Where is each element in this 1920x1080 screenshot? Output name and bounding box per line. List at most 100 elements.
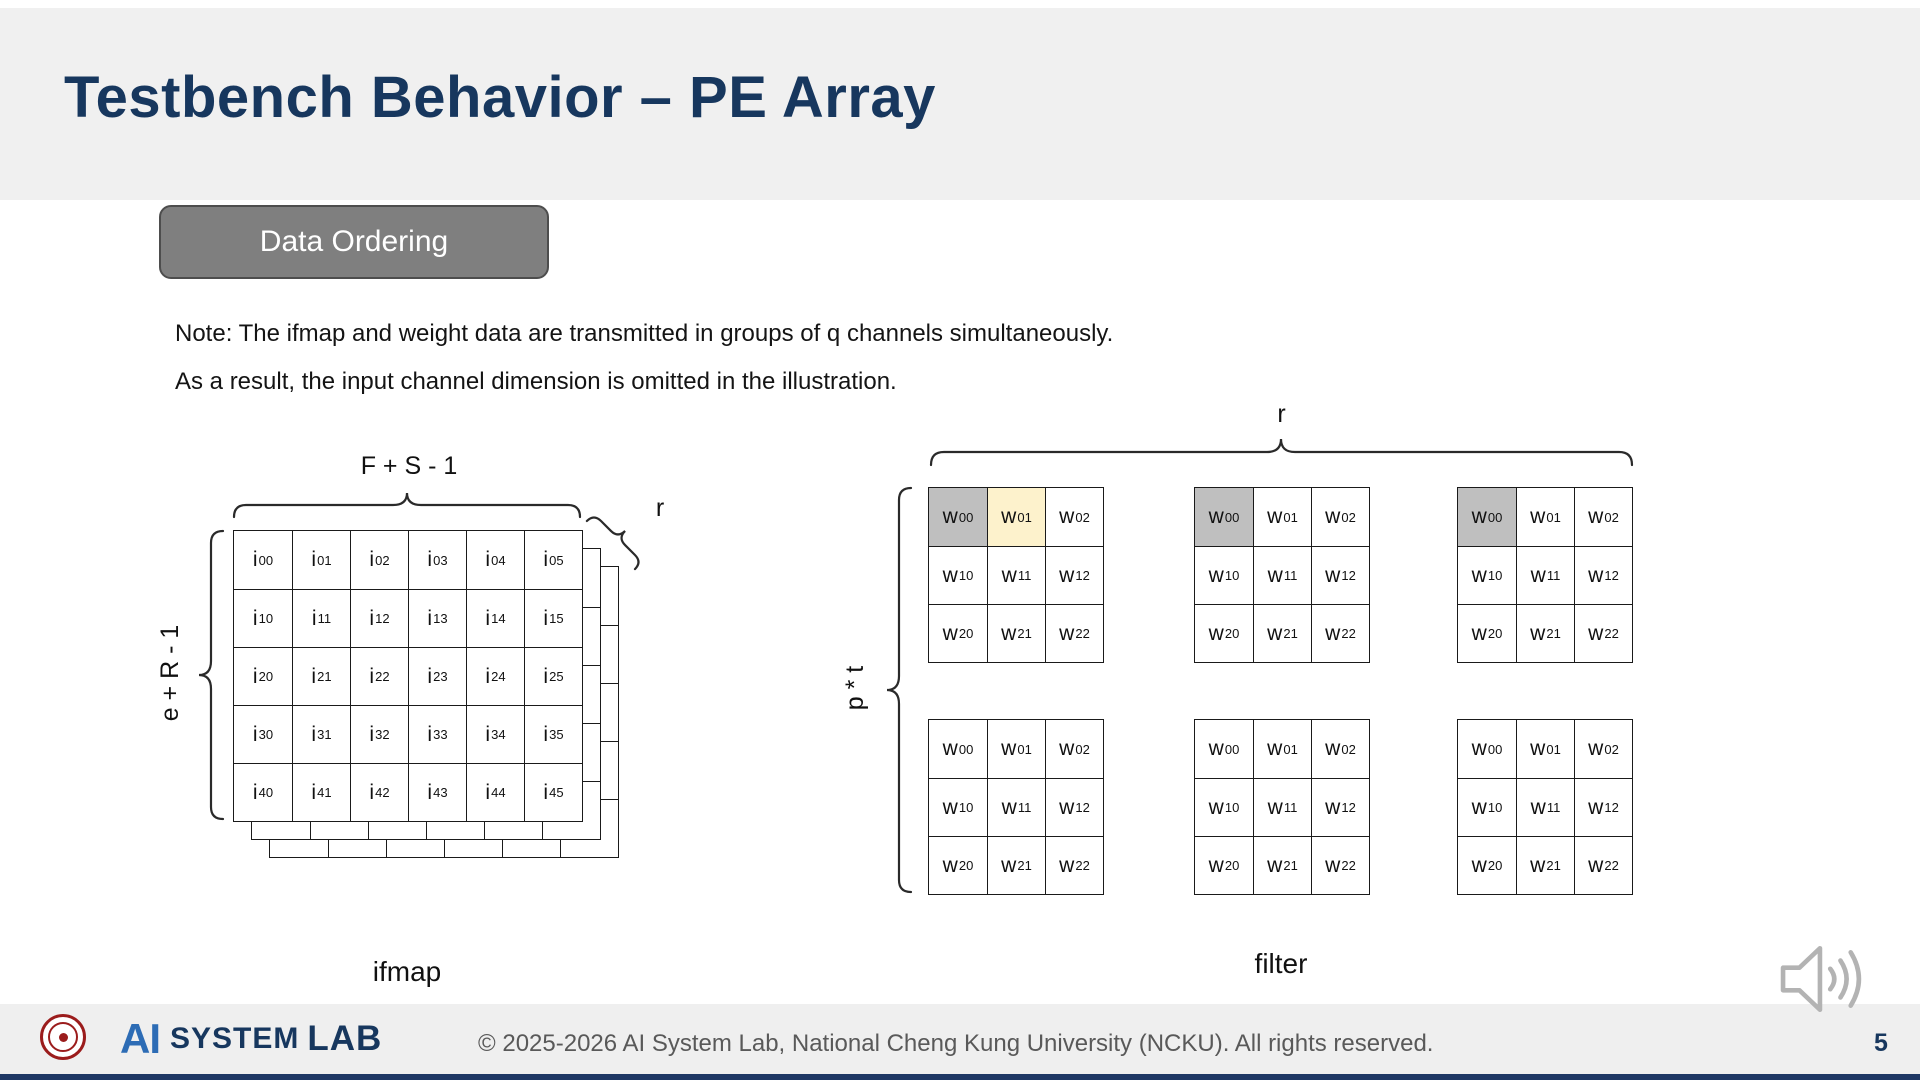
filter-cell: w 21 <box>1516 604 1574 662</box>
ncku-seal-logo <box>40 1014 86 1060</box>
filter-cell: w 02 <box>1045 720 1103 778</box>
ifmap-cell: i 44 <box>466 763 524 821</box>
filter-left-brace-label: p * t <box>841 665 869 711</box>
ifmap-cell: i 11 <box>292 589 350 647</box>
ai-system-lab-logo: AI SYSTEM LAB <box>120 1016 382 1062</box>
filter-cell: w 10 <box>1195 546 1253 604</box>
filter-matrix-4: w 00 w 01 w 02 w 10 w 11 w 12 w 20 w 21 w 22 <box>928 719 1104 895</box>
filter-cell: w 21 <box>1253 604 1311 662</box>
filter-cell: w 01 <box>1516 488 1574 546</box>
filter-cell: w 20 <box>1458 604 1516 662</box>
filter-cell: w 22 <box>1045 604 1103 662</box>
filter-top-brace-label: r <box>1277 400 1286 428</box>
ifmap-cell: i 12 <box>350 589 408 647</box>
filter-cell: w 02 <box>1574 720 1632 778</box>
ifmap-cell: i 41 <box>292 763 350 821</box>
footer-band <box>0 1004 1920 1074</box>
filter-cell: w 20 <box>1458 836 1516 894</box>
filter-cell: w 20 <box>929 604 987 662</box>
filter-cell: w 12 <box>1574 546 1632 604</box>
note-line-1: Note: The ifmap and weight data are tran… <box>175 320 1114 347</box>
data-ordering-badge: Data Ordering <box>159 205 549 279</box>
filter-cell: w 21 <box>1253 836 1311 894</box>
ifmap-cell: i 35 <box>524 705 582 763</box>
ifmap-cell: i 30 <box>234 705 292 763</box>
filter-cell: w 00 <box>1208 737 1240 760</box>
filter-cell: w 00 <box>929 488 987 546</box>
filter-cell: w 00 <box>942 737 974 760</box>
filter-cell: w 12 <box>1045 778 1103 836</box>
filter-matrix-6: w 00 w 01 w 02 w 10 w 11 w 12 w 20 w 21 w 22 <box>1457 719 1633 895</box>
ifmap-cell: i 20 <box>234 647 292 705</box>
filter-cell: w 01 <box>1516 720 1574 778</box>
filter-matrix-2: w 00 w 01 w 02 w 10 w 11 w 12 w 20 w 21 w 22 <box>1194 487 1370 663</box>
ifmap-cell: i 42 <box>350 763 408 821</box>
ifmap-cell: i 04 <box>466 531 524 589</box>
logo-text-lab: LAB <box>307 1019 383 1058</box>
filter-cell: w 10 <box>1195 778 1253 836</box>
filter-cell: w 12 <box>1311 546 1369 604</box>
filter-cell: w 02 <box>1574 488 1632 546</box>
ifmap-top-brace-label: F + S - 1 <box>360 452 458 480</box>
ifmap-caption: ifmap <box>372 956 442 987</box>
filter-matrix-3: w 00 w 01 w 02 w 10 w 11 w 12 w 20 w 21 w 22 <box>1457 487 1633 663</box>
ifmap-cell: i 43 <box>408 763 466 821</box>
ifmap-cell: i 25 <box>524 647 582 705</box>
filter-cell: w 10 <box>1458 546 1516 604</box>
filter-cell: w 00 <box>1195 488 1253 546</box>
ifmap-cell: i 03 <box>408 531 466 589</box>
filter-cell: w 22 <box>1311 604 1369 662</box>
ifmap-cell: i 45 <box>524 763 582 821</box>
ifmap-cell: i 13 <box>408 589 466 647</box>
ifmap-cell: i 23 <box>408 647 466 705</box>
filter-cell: w 01 <box>987 488 1045 546</box>
filter-cell: w 01 <box>1253 720 1311 778</box>
filter-cell: w 21 <box>987 604 1045 662</box>
filter-cell: w 20 <box>929 836 987 894</box>
filter-cell: w 02 <box>1311 720 1369 778</box>
filter-cell: w 21 <box>1516 836 1574 894</box>
ifmap-cell: i 01 <box>292 531 350 589</box>
filter-caption: filter <box>1254 948 1308 979</box>
speaker-icon[interactable] <box>1770 938 1874 1020</box>
ifmap-cell: i 10 <box>234 589 292 647</box>
ifmap-depth-label: r <box>655 494 665 522</box>
page-number: 5 <box>1874 1029 1888 1057</box>
filter-cell: w 20 <box>1195 836 1253 894</box>
copyright-text: © 2025-2026 AI System Lab, National Chen… <box>478 1030 1434 1057</box>
ifmap-cell: i 24 <box>466 647 524 705</box>
ifmap-cell: i 00 <box>252 548 274 571</box>
filter-cell: w 12 <box>1311 778 1369 836</box>
header-band <box>0 8 1920 200</box>
filter-cell: w 21 <box>987 836 1045 894</box>
filter-cell: w 00 <box>1471 737 1503 760</box>
ifmap-cell: i 15 <box>524 589 582 647</box>
ifmap-depth-brace <box>585 516 640 571</box>
filter-cell: w 10 <box>929 778 987 836</box>
filter-matrix-5: w 00 w 01 w 02 w 10 w 11 w 12 w 20 w 21 w 22 <box>1194 719 1370 895</box>
ifmap-cell: i 40 <box>234 763 292 821</box>
ifmap-left-brace <box>198 529 225 821</box>
ifmap-cell: i 33 <box>408 705 466 763</box>
ifmap-cell: i 34 <box>466 705 524 763</box>
filter-cell: w 00 <box>1458 488 1516 546</box>
badge-label: Data Ordering <box>259 225 449 258</box>
filter-cell: w 11 <box>1253 778 1311 836</box>
ifmap-cell: i 02 <box>350 531 408 589</box>
filter-cell: w 10 <box>929 546 987 604</box>
filter-cell: w 11 <box>987 778 1045 836</box>
filter-matrix-1: w 00 w 01 w 02 w 10 w 11 w 12 w 20 w 21 w 22 <box>928 487 1104 663</box>
page-title: Testbench Behavior – PE Array <box>64 65 936 130</box>
filter-cell: w 01 <box>1253 488 1311 546</box>
filter-cell: w 20 <box>1195 604 1253 662</box>
filter-top-brace <box>929 438 1634 467</box>
ifmap-top-brace <box>232 492 582 519</box>
ncku-seal-center <box>58 1032 68 1042</box>
ai-logo-icon: AI <box>120 1015 161 1062</box>
filter-cell: w 02 <box>1311 488 1369 546</box>
ifmap-cell: i 22 <box>350 647 408 705</box>
ifmap-cell: i 21 <box>292 647 350 705</box>
filter-cell: w 12 <box>1045 546 1103 604</box>
filter-cell: w 11 <box>1253 546 1311 604</box>
bottom-accent-bar <box>0 1074 1920 1080</box>
